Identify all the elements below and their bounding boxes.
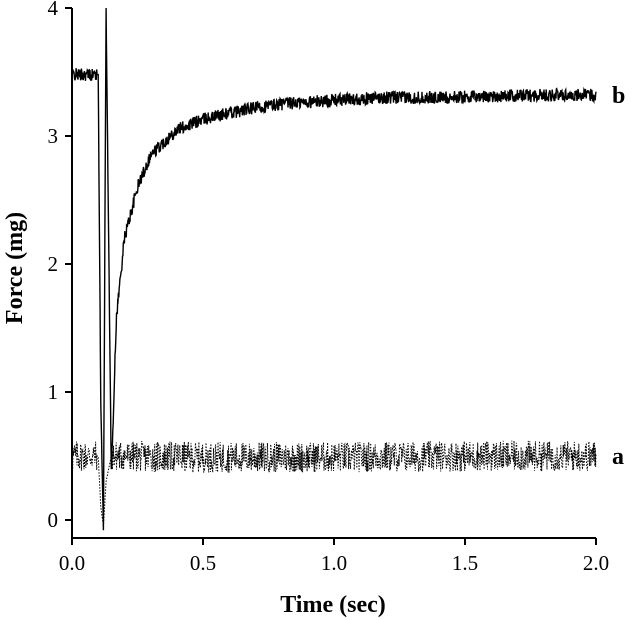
series-a-line (71, 440, 597, 527)
x-tick-label: 1.5 (452, 551, 478, 575)
labels: Time (sec) Force (mg) (2, 212, 386, 618)
series-b-label: b (612, 83, 625, 109)
y-tick-label: 2 (48, 252, 59, 276)
x-tick-label: 2.0 (583, 551, 609, 575)
ticks: 0.0 0.5 1.0 1.5 2.0 0 1 2 3 4 (48, 0, 610, 575)
x-axis-title: Time (sec) (280, 592, 386, 618)
y-axis-title: Force (mg) (2, 212, 28, 324)
y-tick-label: 3 (48, 124, 59, 148)
y-tick-label: 0 (48, 508, 59, 532)
x-tick-label: 1.0 (321, 551, 347, 575)
x-tick-label: 0.5 (190, 551, 216, 575)
y-tick-label: 4 (48, 0, 59, 20)
y-tick-label: 1 (48, 380, 59, 404)
series-b-line (71, 7, 597, 531)
x-tick-label: 0.0 (59, 551, 85, 575)
series-layer: ba (71, 7, 625, 531)
series-a-label: a (612, 444, 624, 470)
